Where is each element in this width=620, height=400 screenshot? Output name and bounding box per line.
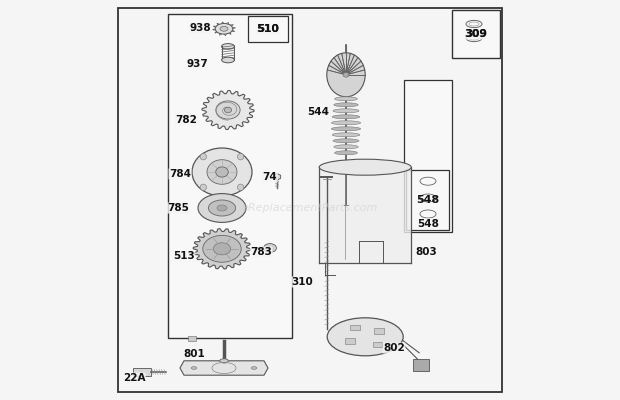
Text: 548: 548 (417, 219, 440, 229)
Text: 310: 310 (291, 277, 313, 287)
Ellipse shape (208, 200, 236, 216)
Polygon shape (404, 80, 452, 232)
Polygon shape (373, 342, 383, 347)
Circle shape (200, 154, 206, 160)
Ellipse shape (192, 148, 252, 196)
Ellipse shape (333, 139, 359, 143)
Polygon shape (180, 361, 268, 375)
Polygon shape (350, 325, 360, 330)
Ellipse shape (335, 97, 357, 101)
Text: 784: 784 (169, 169, 191, 179)
Ellipse shape (207, 160, 237, 184)
Circle shape (237, 154, 244, 160)
Ellipse shape (203, 235, 241, 262)
Ellipse shape (217, 205, 227, 211)
Text: 782: 782 (175, 115, 197, 125)
Ellipse shape (332, 127, 361, 131)
Text: 74: 74 (263, 172, 277, 182)
Polygon shape (406, 170, 450, 230)
Ellipse shape (224, 107, 232, 113)
Ellipse shape (319, 159, 411, 175)
Text: 938: 938 (189, 23, 211, 33)
Polygon shape (133, 368, 151, 376)
Polygon shape (188, 336, 196, 341)
Ellipse shape (219, 359, 228, 363)
Polygon shape (193, 229, 251, 269)
Text: 510: 510 (257, 24, 280, 34)
Text: 548: 548 (416, 195, 439, 205)
Polygon shape (413, 359, 429, 371)
Ellipse shape (334, 145, 358, 149)
Ellipse shape (333, 109, 359, 113)
Ellipse shape (216, 167, 228, 177)
Polygon shape (374, 328, 384, 334)
Text: 785: 785 (167, 203, 189, 213)
Text: 309: 309 (465, 29, 487, 39)
Ellipse shape (216, 101, 240, 119)
Ellipse shape (215, 24, 232, 34)
Ellipse shape (221, 44, 234, 49)
Polygon shape (452, 10, 500, 58)
Ellipse shape (334, 103, 358, 107)
Ellipse shape (343, 72, 349, 77)
Ellipse shape (251, 366, 257, 370)
Text: 802: 802 (383, 343, 405, 353)
Text: 22A: 22A (123, 373, 145, 383)
Ellipse shape (332, 115, 360, 119)
Ellipse shape (335, 151, 357, 155)
Polygon shape (202, 90, 254, 130)
Polygon shape (168, 14, 292, 338)
Ellipse shape (220, 26, 228, 31)
Polygon shape (274, 174, 281, 180)
Circle shape (237, 184, 244, 190)
Text: 513: 513 (173, 251, 195, 261)
Text: 937: 937 (187, 59, 208, 69)
Text: 801: 801 (183, 349, 205, 359)
Text: 544: 544 (307, 107, 329, 117)
Ellipse shape (332, 121, 361, 125)
Polygon shape (345, 338, 355, 344)
Ellipse shape (213, 243, 231, 255)
Polygon shape (319, 167, 411, 263)
Text: 783: 783 (250, 247, 272, 257)
Polygon shape (248, 16, 288, 42)
Text: eReplacementParts.com: eReplacementParts.com (242, 203, 378, 213)
Ellipse shape (264, 244, 277, 252)
Polygon shape (118, 8, 502, 392)
Ellipse shape (221, 57, 234, 63)
Ellipse shape (198, 194, 246, 222)
Text: 309: 309 (464, 29, 487, 39)
Circle shape (200, 184, 206, 190)
Ellipse shape (327, 318, 403, 356)
Text: 803: 803 (415, 247, 437, 257)
Ellipse shape (327, 53, 365, 97)
Text: 510: 510 (257, 24, 279, 34)
Ellipse shape (191, 366, 197, 370)
Ellipse shape (332, 133, 360, 137)
